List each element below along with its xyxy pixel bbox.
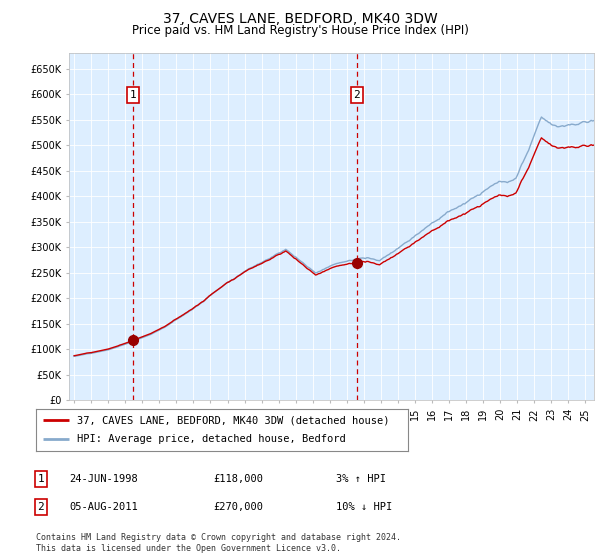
Text: 1: 1 <box>130 90 136 100</box>
Text: 1: 1 <box>37 474 44 484</box>
Text: 3% ↑ HPI: 3% ↑ HPI <box>336 474 386 484</box>
Text: 05-AUG-2011: 05-AUG-2011 <box>69 502 138 512</box>
Text: Price paid vs. HM Land Registry's House Price Index (HPI): Price paid vs. HM Land Registry's House … <box>131 24 469 36</box>
Text: 37, CAVES LANE, BEDFORD, MK40 3DW: 37, CAVES LANE, BEDFORD, MK40 3DW <box>163 12 437 26</box>
Text: This data is licensed under the Open Government Licence v3.0.: This data is licensed under the Open Gov… <box>36 544 341 553</box>
Text: 2: 2 <box>353 90 360 100</box>
Text: Contains HM Land Registry data © Crown copyright and database right 2024.: Contains HM Land Registry data © Crown c… <box>36 533 401 542</box>
Text: 10% ↓ HPI: 10% ↓ HPI <box>336 502 392 512</box>
Text: £118,000: £118,000 <box>213 474 263 484</box>
Text: HPI: Average price, detached house, Bedford: HPI: Average price, detached house, Bedf… <box>77 435 346 445</box>
Text: 2: 2 <box>37 502 44 512</box>
Text: 24-JUN-1998: 24-JUN-1998 <box>69 474 138 484</box>
Text: £270,000: £270,000 <box>213 502 263 512</box>
Text: 37, CAVES LANE, BEDFORD, MK40 3DW (detached house): 37, CAVES LANE, BEDFORD, MK40 3DW (detac… <box>77 415 389 425</box>
